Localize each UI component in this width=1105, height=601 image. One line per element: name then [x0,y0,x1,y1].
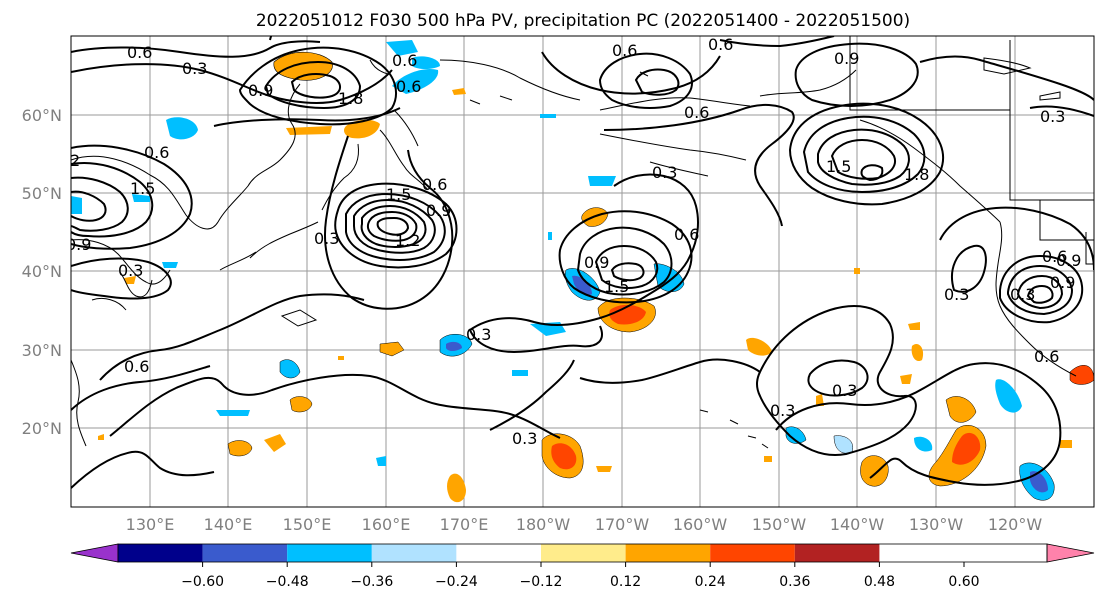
colorbar-segment [202,544,288,562]
colorbar-tick-label: −0.24 [435,574,478,590]
colorbar-segment [118,544,203,562]
contour-label: 0.6 [144,143,169,162]
colorbar-tick-label: 0.12 [610,574,641,590]
lon-tick-label: 130°E [126,515,175,534]
lon-tick-label: 120°W [988,515,1043,534]
contour-labels: 0.6 0.3 0.9 1.8 0.6 0.6 0.3 1.2 0.6 1.5 … [66,35,1081,448]
contour-label: 0.9 [584,253,609,272]
colorbar-tick-label: 0.24 [695,574,726,590]
colorbar-segment [541,544,626,562]
colorbar-tick-label: −0.12 [520,574,563,590]
contour-label: 0.3 [1040,107,1065,126]
contour-label: 0.3 [944,285,969,304]
contour-label: 0.6 [708,35,733,54]
lat-tick-label: 30°N [22,341,62,360]
contour-label: 0.3 [182,59,207,78]
contour-label: 0.3 [512,429,537,448]
colorbar-tick-label: 0.48 [864,574,895,590]
lon-tick-label: 160°W [673,515,728,534]
contour-label: 0.6 [1042,247,1067,266]
contour-label: 0.3 [314,229,339,248]
colorbar-segment [625,544,711,562]
precip-negative-shading [71,40,1055,501]
colorbar-extend-high [1046,543,1095,563]
lon-tick-label: 150°E [283,515,332,534]
colorbar-tick-label: −0.36 [350,574,393,590]
latitude-labels: 60°N 50°N 40°N 30°N 20°N [22,106,62,438]
contour-label: 0.6 [684,103,709,122]
contour-label: 0.6 [392,51,417,70]
colorbar-segment [371,544,457,562]
contour-label: 0.6 [396,77,421,96]
contour-label: 0.3 [1010,285,1035,304]
lat-tick-label: 60°N [22,106,62,125]
contour-label: 1.5 [826,157,851,176]
lon-tick-label: 170°W [595,515,650,534]
colorbar: −0.60 −0.48 −0.36 −0.24 −0.12 0.12 0.24 … [70,543,1095,590]
figure-title: 2022051012 F030 500 hPa PV, precipitatio… [256,11,910,31]
contour-label: 0.3 [770,401,795,420]
colorbar-tick-label: −0.60 [181,574,224,590]
colorbar-segment [287,544,372,562]
contour-label: 0.3 [466,325,491,344]
lat-tick-label: 50°N [22,184,62,203]
lon-tick-label: 170°E [440,515,489,534]
pv-contours [71,36,1094,489]
contour-label: 2 [70,151,80,170]
map-layer: 0.6 0.3 0.9 1.8 0.6 0.6 0.3 1.2 0.6 1.5 … [66,35,1094,507]
contour-label: 0.9 [248,81,273,100]
contour-label: 0.6 [124,357,149,376]
contour-label: 0.6 [674,225,699,244]
colorbar-segment [710,544,795,562]
lat-tick-label: 40°N [22,262,62,281]
longitude-labels: 130°E 140°E 150°E 160°E 170°E 180°W 170°… [126,515,1043,534]
contour-label: 0.3 [652,163,677,182]
lat-tick-label: 20°N [22,419,62,438]
contour-label: 0.6 [422,175,447,194]
contour-label: 0.6 [612,41,637,60]
coastlines [71,36,1094,449]
contour-label: 1.5 [386,185,411,204]
colorbar-tick-label: 0.60 [948,574,979,590]
colorbar-extend-low [70,543,119,563]
contour-label: 0.6 [1034,347,1059,366]
colorbar-segment [456,544,541,562]
lon-tick-label: 160°E [362,515,411,534]
contour-label: 0.9 [426,201,451,220]
contour-label: 0.6 [127,43,152,62]
colorbar-tick-label: 0.36 [779,574,810,590]
lon-tick-label: 140°W [830,515,885,534]
lon-tick-label: 180°W [516,515,571,534]
contour-label: 1.5 [604,277,629,296]
contour-label: 0.3 [118,261,143,280]
contour-label: 1.8 [904,165,929,184]
map-frame [70,35,1095,508]
contour-label: 0.3 [832,381,857,400]
lon-tick-label: 140°E [204,515,253,534]
contour-label: 1.8 [338,89,363,108]
contour-label: 0.9 [1050,273,1075,292]
lon-tick-label: 130°W [909,515,964,534]
contour-label: 1.5 [130,179,155,198]
colorbar-segment [794,544,880,562]
contour-label: 0.9 [66,235,91,254]
contour-label: 0.9 [1056,251,1081,270]
contour-label: 0.9 [834,49,859,68]
lon-tick-label: 150°W [752,515,807,534]
colorbar-tick-label: −0.48 [266,574,309,590]
precip-positive-shading [98,51,1094,503]
colorbar-outline [117,543,1048,563]
contour-label: 1.2 [395,231,420,250]
